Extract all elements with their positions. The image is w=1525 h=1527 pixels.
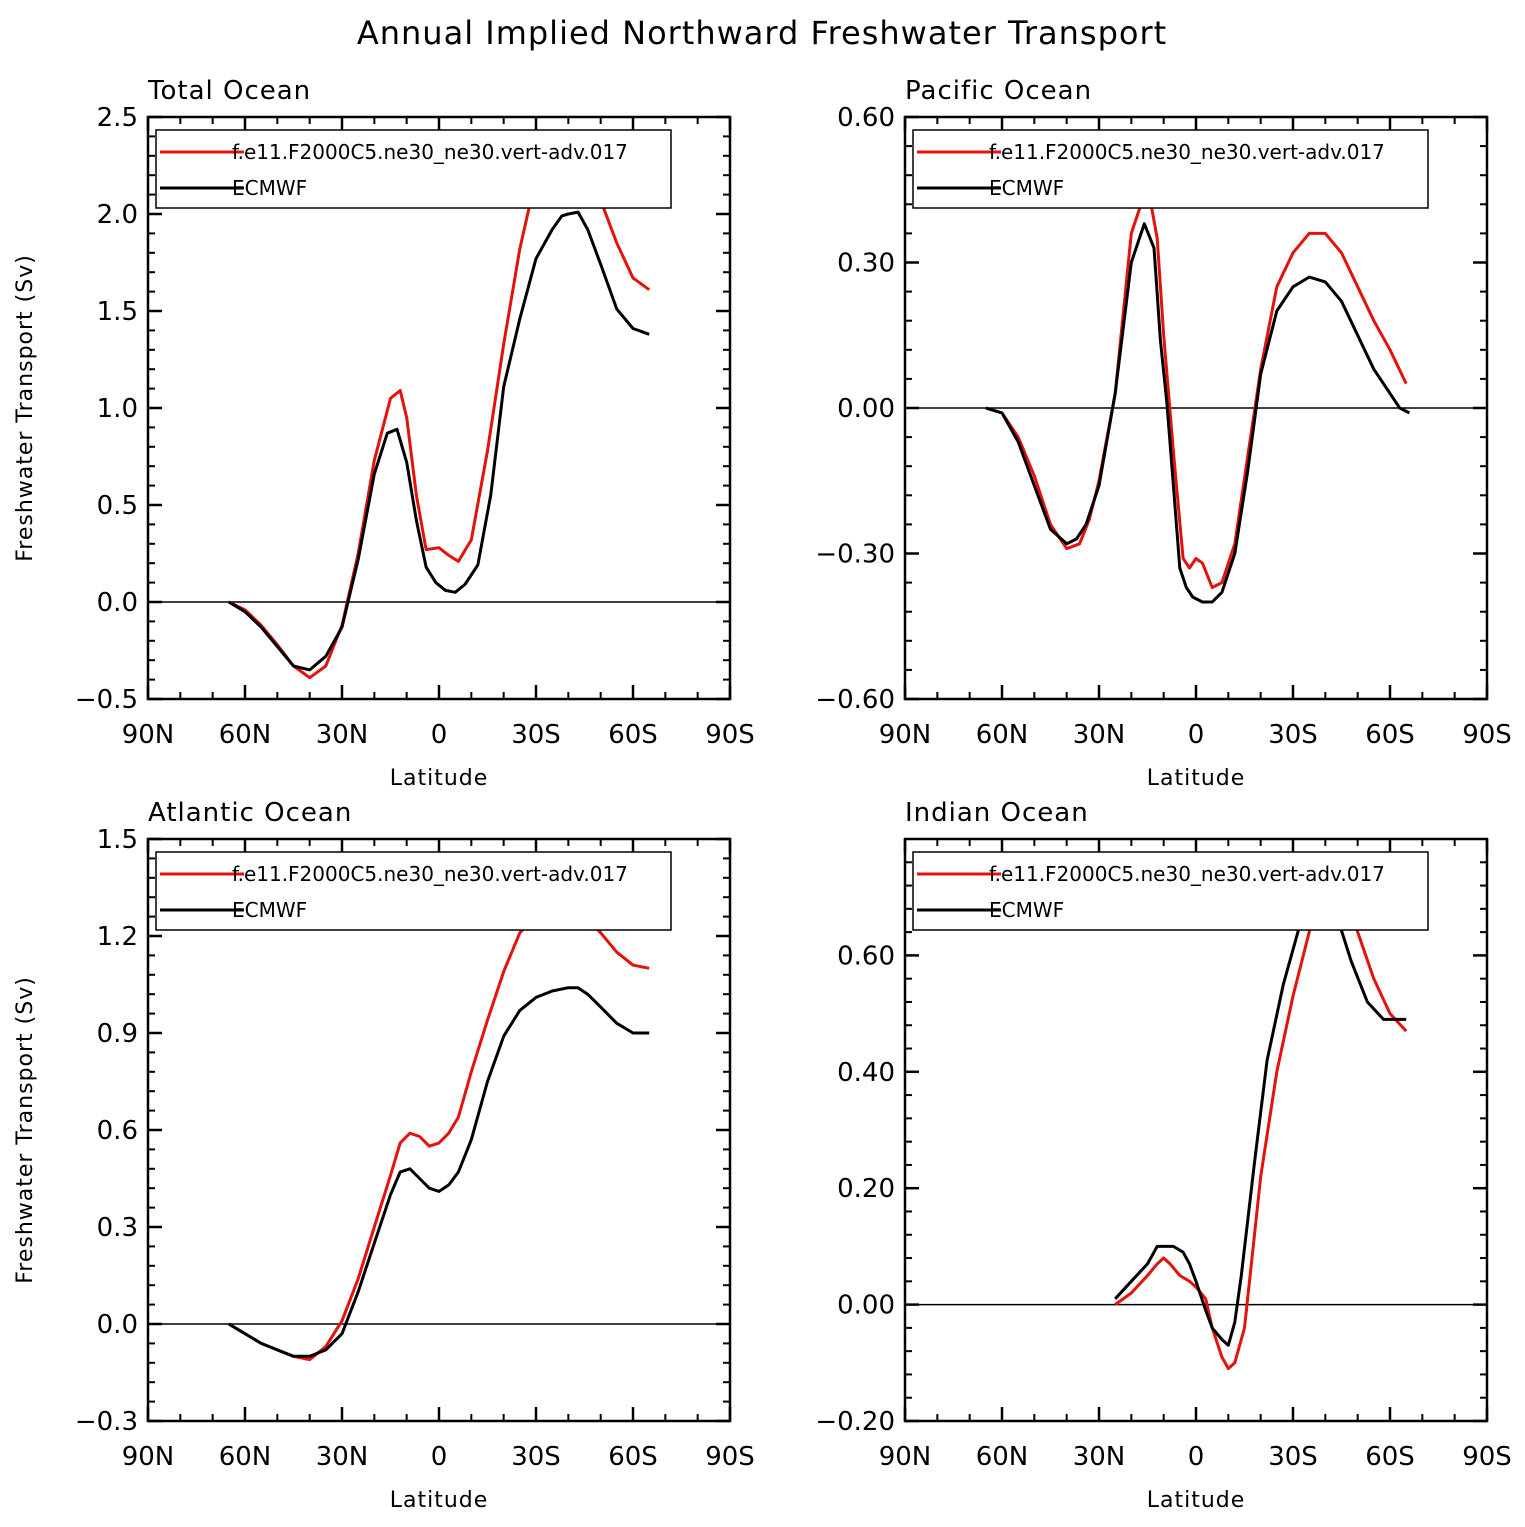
x-tick-label: 30S [511, 1442, 561, 1472]
legend-box [912, 851, 1429, 931]
panel-pacific-ocean: Pacific Ocean 90N 60N 30N 0 30S 60S 90S −0.60 −0.… [815, 76, 1511, 791]
legend-label: ECMWF [232, 176, 307, 200]
legend-label: ECMWF [989, 176, 1064, 200]
series-line-f-e11-f2000c5-ne30-ne30-vert-adv-017 [985, 183, 1408, 589]
x-tick-label: 30S [1268, 720, 1318, 750]
panel-title: Total Ocean [147, 76, 311, 106]
panel-title: Atlantic Ocean [148, 798, 352, 828]
x-tick-label: 90S [705, 1442, 755, 1472]
x-tick-label: 90S [705, 720, 755, 750]
series-line-f-e11-f2000c5-ne30-ne30-vert-adv-017 [228, 131, 651, 680]
y-tick-label: 0.20 [837, 1174, 895, 1204]
y-tick-label: 0.0 [97, 588, 138, 618]
x-tick-label: 30N [1073, 1442, 1126, 1472]
x-tick-label: 60N [219, 720, 272, 750]
panel-title: Indian Ocean [905, 798, 1089, 828]
x-tick-label: 30S [511, 720, 561, 750]
x-tick-label: 0 [431, 1442, 448, 1472]
x-tick-label: 0 [1188, 720, 1205, 750]
y-tick-label: −0.30 [815, 540, 895, 570]
y-tick-label: 0.0 [97, 1310, 138, 1340]
x-tick-label: 0 [1188, 1442, 1205, 1472]
x-tick-label: 0 [431, 720, 448, 750]
series-line-f-e11-f2000c5-ne30-ne30-vert-adv-017 [228, 898, 650, 1362]
legend-label: f.e11.F2000C5.ne30_ne30.vert-adv.017 [232, 140, 628, 164]
x-tick-label: 30N [1073, 720, 1126, 750]
series-line-ecmwf [1114, 895, 1407, 1347]
x-tick-label: 30S [1268, 1442, 1318, 1472]
x-tick-label: 90N [879, 720, 932, 750]
x-tick-label: 30N [316, 720, 369, 750]
y-tick-label: 1.2 [97, 922, 138, 952]
y-tick-label: −0.3 [75, 1407, 138, 1437]
series-line-ecmwf [228, 210, 650, 672]
y-tick-label: 0.9 [97, 1019, 138, 1049]
x-tick-label: 60S [1365, 1442, 1415, 1472]
y-tick-label: 0.00 [837, 394, 895, 424]
x-tick-label: 60N [976, 720, 1029, 750]
y-tick-label: 2.0 [97, 200, 138, 230]
x-tick-label: 60N [976, 1442, 1029, 1472]
panel-atlantic-ocean: Atlantic Ocean 90N 60N 30N 0 30S 60S 90S −0.3 0.0… [13, 798, 755, 1513]
y-tick-label: 1.0 [97, 394, 138, 424]
x-tick-label: 60N [219, 1442, 272, 1472]
y-tick-label: 1.5 [97, 825, 138, 855]
legend-box [912, 129, 1429, 209]
legend-label: f.e11.F2000C5.ne30_ne30.vert-adv.017 [989, 140, 1385, 164]
y-tick-label: −0.5 [75, 685, 138, 715]
y-tick-label: 0.6 [97, 1116, 138, 1146]
y-axis-label: Freshwater Transport (Sv) [13, 976, 38, 1284]
legend-label: f.e11.F2000C5.ne30_ne30.vert-adv.017 [232, 862, 628, 886]
x-tick-label: 90N [879, 1442, 932, 1472]
x-tick-label: 90N [122, 1442, 175, 1472]
x-tick-label: 60S [1365, 720, 1415, 750]
series-line-ecmwf [228, 986, 650, 1358]
x-tick-label: 90S [1462, 720, 1512, 750]
x-tick-label: 90S [1462, 1442, 1512, 1472]
legend-label: f.e11.F2000C5.ne30_ne30.vert-adv.017 [989, 862, 1385, 886]
x-axis-label: Latitude [1147, 1488, 1246, 1513]
x-tick-label: 60S [608, 720, 658, 750]
y-tick-label: 0.00 [837, 1291, 895, 1321]
series-line-ecmwf [985, 222, 1411, 604]
y-tick-label: 0.3 [97, 1213, 138, 1243]
y-tick-label: 0.60 [837, 941, 895, 971]
legend-label: ECMWF [232, 898, 307, 922]
y-tick-label: 0.5 [97, 491, 138, 521]
y-tick-label: 0.30 [837, 249, 895, 279]
panel-total-ocean: Total Ocean 90N 60N 30N 0 30S 60S 90S −0.5 0.0 0.5… [13, 76, 755, 791]
y-tick-label: 0.40 [837, 1058, 895, 1088]
panel-title: Pacific Ocean [905, 76, 1092, 106]
legend-box [155, 129, 672, 209]
y-axis-label: Freshwater Transport (Sv) [13, 254, 38, 562]
legend-box [155, 851, 672, 931]
y-tick-label: 1.5 [97, 297, 138, 327]
figure-title: Annual Implied Northward Freshwater Tran… [357, 14, 1167, 52]
x-axis-label: Latitude [1147, 766, 1246, 791]
x-axis-label: Latitude [390, 1488, 489, 1513]
x-axis-label: Latitude [390, 766, 489, 791]
y-tick-label: −0.60 [815, 685, 895, 715]
x-tick-label: 30N [316, 1442, 369, 1472]
y-tick-label: −0.20 [815, 1407, 895, 1437]
y-tick-label: 2.5 [97, 103, 138, 133]
x-tick-label: 90N [122, 720, 175, 750]
y-tick-label: 0.60 [837, 103, 895, 133]
x-tick-label: 60S [608, 1442, 658, 1472]
panel-indian-ocean: Indian Ocean 90N 60N 30N 0 30S 60S 90S −0.20 0.00… [815, 798, 1511, 1513]
legend-label: ECMWF [989, 898, 1064, 922]
